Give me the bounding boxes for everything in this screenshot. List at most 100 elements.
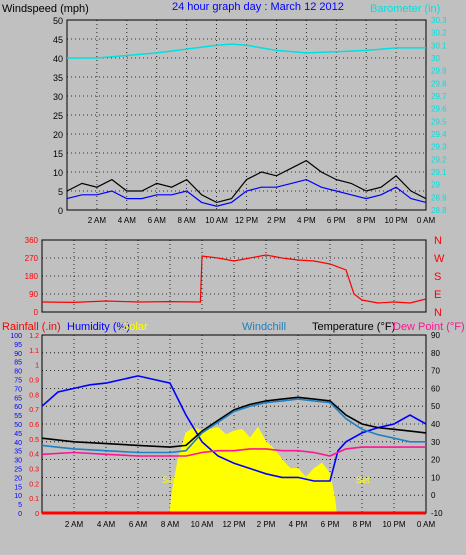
direction-tick-label: 90 <box>29 290 38 299</box>
temperature-tick-label: 10 <box>431 473 440 482</box>
windspeed-x-tick-label: 10 AM <box>205 216 228 225</box>
barometer-tick-label: 30.3 <box>431 16 447 25</box>
humidity-tick-label: 95 <box>14 342 22 349</box>
temperature-tick-label: 40 <box>431 420 440 429</box>
conditions-x-tick-label: 10 AM <box>191 520 214 529</box>
humidity-tick-label: 70 <box>14 386 22 393</box>
direction-y-ticks: 0 90 180 270 360 <box>25 236 39 317</box>
series-line-gust <box>66 159 427 204</box>
windchill-label: Windchill <box>242 321 286 333</box>
rainfall-tick-label: 0.6 <box>29 422 39 429</box>
humidity-tick-label: 45 <box>14 431 22 438</box>
direction-tick-label: 270 <box>25 254 39 263</box>
compass-label: N <box>434 235 442 247</box>
windspeed-axis-label: Windspeed (mph) <box>2 3 89 15</box>
humidity-tick-label: 55 <box>14 413 22 420</box>
conditions-x-tick-label: 10 PM <box>382 520 405 529</box>
barometer-tick-label: 30.2 <box>431 29 447 38</box>
series-line-barometer <box>67 43 426 59</box>
windspeed-x-tick-label: 10 PM <box>385 216 408 225</box>
rainfall-label: Rainfall (.in) <box>2 321 61 333</box>
sunrise-annotation: Sun R <box>162 475 188 485</box>
series-line-windchill <box>41 398 426 454</box>
humidity-tick-label: 90 <box>14 351 22 358</box>
rainfall-tick-label: 1.1 <box>29 348 39 355</box>
windspeed-tick-label: 35 <box>53 73 63 83</box>
series-line-temperature <box>41 396 427 448</box>
compass-label: S <box>434 271 441 283</box>
rainfall-tick-label: 0.2 <box>29 481 39 488</box>
humidity-tick-label: 85 <box>14 360 22 367</box>
windspeed-tick-label: 0 <box>58 206 63 216</box>
windspeed-y-ticks: 0 5 10 15 20 25 30 35 40 45 50 <box>53 16 63 216</box>
windspeed-x-tick-label: 8 AM <box>178 216 197 225</box>
windspeed-x-tick-label: 4 AM <box>118 216 137 225</box>
windspeed-tick-label: 45 <box>53 35 63 45</box>
rainfall-tick-label: 0 <box>35 511 39 518</box>
humidity-tick-label: 5 <box>18 502 22 509</box>
humidity-tick-label: 0 <box>18 511 22 518</box>
barometer-tick-label: 28.9 <box>431 193 447 202</box>
humidity-tick-label: 25 <box>14 467 22 474</box>
conditions-x-tick-label: 4 PM <box>289 520 308 529</box>
barometer-tick-label: 29.9 <box>431 67 447 76</box>
weather-conditions-panel: 0510152025303540455055606570758085909510… <box>2 321 465 529</box>
rainfall-tick-label: 0.9 <box>29 378 39 385</box>
windspeed-tick-label: 10 <box>53 168 63 178</box>
windspeed-x-tick-label: 4 PM <box>297 216 316 225</box>
temperature-tick-label: 70 <box>431 367 440 376</box>
barometer-y-ticks: 28.8 28.9 29 29.1 29.2 29.3 29.4 29.5 29.6 29.7 29… <box>431 16 447 215</box>
temperature-tick-label: -10 <box>431 509 443 518</box>
windspeed-tick-label: 5 <box>58 187 63 197</box>
barometer-axis-label: Barometer (in) <box>370 3 440 15</box>
temperature-tick-label: 0 <box>431 491 436 500</box>
barometer-tick-label: 29.1 <box>431 168 447 177</box>
rainfall-tick-label: 0.1 <box>29 496 39 503</box>
compass-label: E <box>434 289 441 301</box>
conditions-x-tick-label: 8 AM <box>161 520 180 529</box>
windspeed-tick-label: 20 <box>53 130 63 140</box>
windspeed-x-tick-label: 12 PM <box>235 216 258 225</box>
windspeed-x-tick-label: 2 AM <box>88 216 107 225</box>
conditions-series <box>41 375 427 515</box>
humidity-label: Humidity (%) <box>67 321 130 333</box>
windspeed-x-tick-label: 0 AM <box>417 216 436 225</box>
barometer-tick-label: 30 <box>431 54 440 63</box>
windspeed-x-tick-label: 6 AM <box>148 216 167 225</box>
humidity-tick-label: 50 <box>14 422 22 429</box>
conditions-x-tick-label: 0 AM <box>417 520 436 529</box>
temperature-label: Temperature (°F) <box>312 321 395 333</box>
chart-title: 24 hour graph day : March 12 2012 <box>172 1 344 13</box>
compass-label: W <box>434 253 445 265</box>
conditions-x-ticks: 2 AM 4 AM 6 AM 8 AM 10 AM 12 PM 2 PM 4 PM 6 PM 8 … <box>65 520 436 529</box>
solar-label: Solar <box>122 321 148 333</box>
rainfall-tick-label: 1 <box>35 363 39 370</box>
windspeed-tick-label: 25 <box>53 111 63 121</box>
windspeed-x-tick-label: 6 PM <box>327 216 346 225</box>
humidity-tick-label: 60 <box>14 404 22 411</box>
humidity-tick-label: 15 <box>14 484 22 491</box>
windspeed-plot-area <box>66 19 427 211</box>
humidity-tick-label: 65 <box>14 395 22 402</box>
direction-grid <box>42 239 427 313</box>
barometer-tick-label: 29 <box>431 181 440 190</box>
temperature-tick-label: 80 <box>431 349 440 358</box>
sunset-annotation: Set <box>356 475 370 485</box>
rainfall-tick-label: 0.4 <box>29 452 39 459</box>
series-line-direction <box>41 254 427 304</box>
rainfall-tick-label: 0.8 <box>29 392 39 399</box>
direction-tick-label: 360 <box>25 236 39 245</box>
windspeed-x-tick-label: 2 PM <box>267 216 286 225</box>
temperature-tick-label: 60 <box>431 384 440 393</box>
barometer-tick-label: 29.5 <box>431 117 447 126</box>
windspeed-series <box>66 43 427 207</box>
temperature-tick-label: 20 <box>431 456 440 465</box>
barometer-tick-label: 30.1 <box>431 41 447 50</box>
barometer-tick-label: 29.3 <box>431 143 447 152</box>
conditions-x-tick-label: 6 AM <box>129 520 148 529</box>
barometer-tick-label: 28.8 <box>431 206 447 215</box>
series-line-dewpoint <box>41 446 426 457</box>
